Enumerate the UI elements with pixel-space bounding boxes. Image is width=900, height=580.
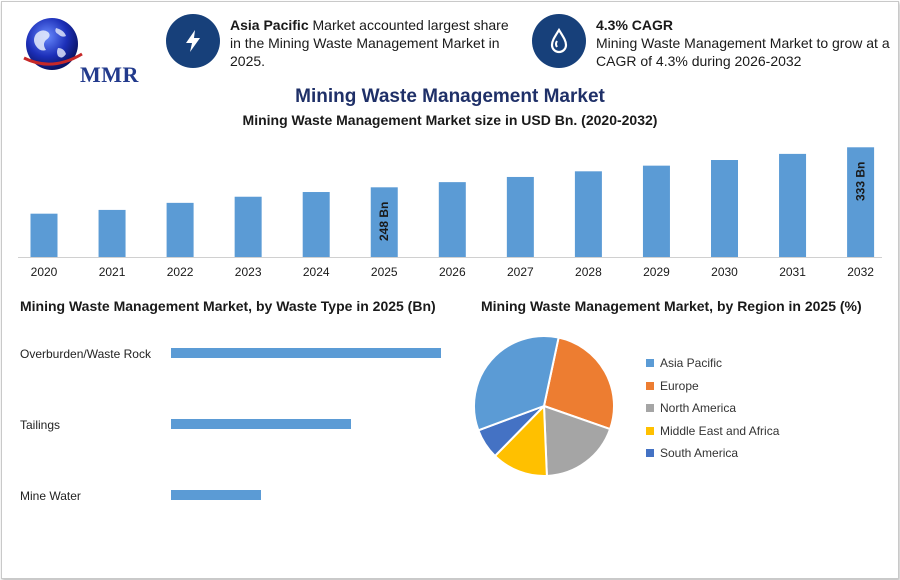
tick-label-2026: 2026 <box>439 265 466 279</box>
tick-label-2024: 2024 <box>303 265 330 279</box>
legend-label: North America <box>660 401 737 416</box>
bar-2021 <box>98 209 126 257</box>
page-title: Mining Waste Management Market <box>295 86 605 107</box>
region-pie-chart <box>473 335 615 477</box>
tick-label-2022: 2022 <box>167 265 194 279</box>
mmr-logo: MMR <box>18 14 138 87</box>
bar-2022 <box>166 202 194 257</box>
bar-2027 <box>506 176 534 257</box>
data-label-2025: 248 Bn <box>377 202 391 241</box>
legend-swatch <box>646 381 654 390</box>
bar-2023 <box>234 196 262 257</box>
info-left-text: Market accounted largest share in the Mi… <box>230 17 509 69</box>
tick-label-2031: 2031 <box>779 265 806 279</box>
tick-label-2029: 2029 <box>643 265 670 279</box>
waste-type-label: Tailings <box>20 418 61 432</box>
legend-label: Asia Pacific <box>660 356 723 371</box>
legend-swatch <box>646 426 654 435</box>
tick-label-2025: 2025 <box>371 265 398 279</box>
bar-2028 <box>574 171 602 257</box>
logo-text: MMR <box>80 62 139 87</box>
legend-label: South America <box>660 446 739 461</box>
bar-2020 <box>30 213 58 257</box>
legend-item: South America <box>646 442 779 465</box>
data-label-2032: 333 Bn <box>854 162 868 201</box>
info-left-bold: Asia Pacific <box>230 17 309 33</box>
pie-slice-middle-east-and-africa <box>493 403 548 477</box>
tick-label-2020: 2020 <box>31 265 58 279</box>
chart-subtitle: Mining Waste Management Market size in U… <box>242 112 658 128</box>
pie-legend: Asia Pacific Europe North America Middle Ea… <box>646 352 779 465</box>
waste-type-label: Mine Water <box>20 489 81 503</box>
lightning-icon <box>166 14 220 68</box>
legend-item: Middle East and Africa <box>646 420 779 443</box>
drop-icon <box>532 14 586 68</box>
bar-2029 <box>642 165 670 257</box>
waste-type-bar <box>171 348 441 358</box>
waste-type-label: Overburden/Waste Rock <box>20 347 151 361</box>
info-asia-pacific: Asia Pacific Market accounted largest sh… <box>230 16 520 70</box>
legend-item: North America <box>646 397 779 420</box>
legend-item: Europe <box>646 375 779 398</box>
region-title: Mining Waste Management Market, by Regio… <box>481 298 862 314</box>
pie-slice-europe <box>542 336 615 431</box>
bar-2024 <box>302 192 330 257</box>
tick-label-2028: 2028 <box>575 265 602 279</box>
legend-swatch <box>646 449 654 458</box>
info-right-text: Mining Waste Management Market to grow a… <box>596 35 890 69</box>
waste-type-bar <box>171 490 261 500</box>
tick-label-2032: 2032 <box>847 265 874 279</box>
tick-label-2021: 2021 <box>99 265 126 279</box>
waste-type-bar <box>171 419 351 429</box>
globe-icon <box>23 18 83 70</box>
pie-slice-asia-pacific <box>473 335 560 432</box>
legend-label: Europe <box>660 378 699 393</box>
info-cagr: 4.3% CAGR Mining Waste Management Market… <box>596 16 891 70</box>
bar-2026 <box>438 182 466 257</box>
legend-swatch <box>646 404 654 413</box>
tick-label-2027: 2027 <box>507 265 534 279</box>
bar-2031 <box>779 153 807 257</box>
waste-type-title: Mining Waste Management Market, by Waste… <box>20 298 436 314</box>
pie-slice-north-america <box>542 404 612 477</box>
legend-item: Asia Pacific <box>646 352 779 375</box>
tick-label-2023: 2023 <box>235 265 262 279</box>
market-size-bar-chart: 2020 2021 2022 2023 2024 2025 248 Bn 2026 2027 20… <box>18 147 882 279</box>
tick-label-2030: 2030 <box>711 265 738 279</box>
bar-2030 <box>711 160 738 257</box>
bar-2032 <box>847 147 875 257</box>
info-right-bold: 4.3% CAGR <box>596 17 674 33</box>
legend-swatch <box>646 359 654 368</box>
bar-2025 <box>370 187 398 257</box>
legend-label: Middle East and Africa <box>660 423 780 438</box>
